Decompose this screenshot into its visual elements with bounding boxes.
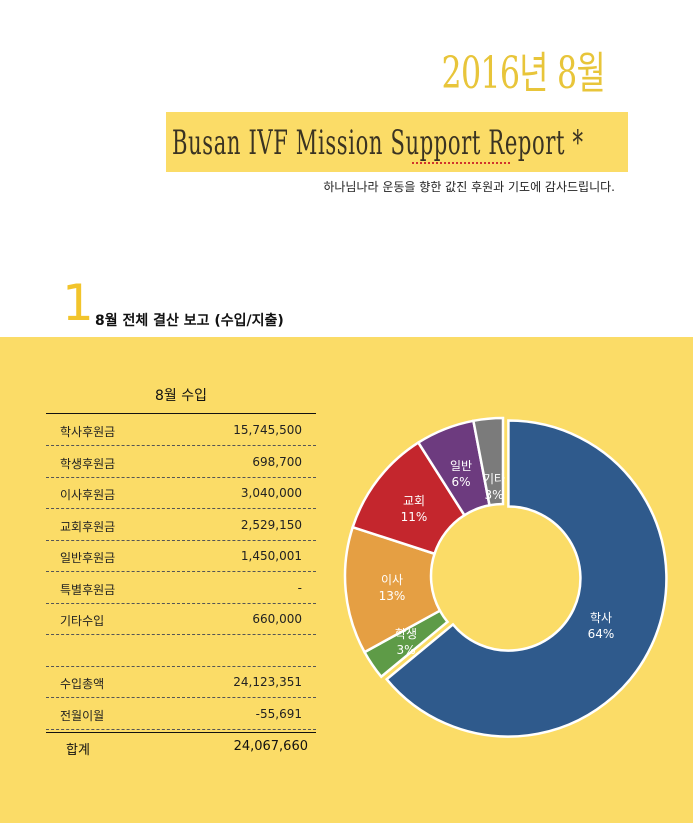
row-value: 24,123,351 (233, 675, 302, 689)
table-row: 기타수입 660,000 (46, 603, 316, 635)
total-rule (46, 732, 316, 733)
slice-name-label: 학사 (590, 611, 612, 625)
table-row (46, 635, 316, 667)
total-row: 합계 24,067,660 (46, 736, 316, 760)
row-value: 660,000 (252, 612, 302, 626)
spellcheck-underline (412, 162, 510, 164)
section-number: 1 (62, 274, 94, 332)
section-title: 8월 전체 결산 보고 (수입/지출) (95, 313, 284, 329)
slice-percent-label: 3% (484, 488, 503, 502)
slice-percent-label: 13% (379, 589, 406, 603)
report-date: 2016년 8월 (441, 48, 606, 99)
row-value: 698,700 (252, 454, 302, 469)
row-label: 학사후원금 (60, 425, 116, 439)
slice-name-label: 기타 (483, 472, 505, 486)
table-row: 학사후원금 15,745,500 (46, 414, 316, 446)
income-table-caption: 8월 수입 (155, 388, 207, 404)
row-label: 학생후원금 (60, 456, 116, 471)
row-value: 2,529,150 (240, 517, 302, 532)
row-label: 일반후원금 (60, 551, 116, 565)
table-row: 이사후원금 3,040,000 (46, 477, 316, 509)
row-value: - (297, 580, 302, 595)
row-label: 기타수입 (60, 614, 105, 628)
row-label: 이사후원금 (60, 488, 116, 502)
total-value: 24,067,660 (233, 739, 308, 754)
table-row: 수입총액 24,123,351 (46, 666, 316, 698)
table-top-rule (46, 413, 316, 414)
slice-percent-label: 64% (588, 627, 615, 641)
table-row: 전월이월 -55,691 (46, 698, 316, 730)
table-row: 교회후원금 2,529,150 (46, 509, 316, 541)
donut-slice-1 (384, 419, 668, 738)
report-subtitle: 하나님나라 운동을 향한 값진 후원과 기도에 감사드립니다. (323, 180, 615, 194)
slice-percent-label: 3% (396, 643, 415, 657)
row-label: 수입총액 (60, 677, 105, 691)
row-value: 15,745,500 (233, 423, 302, 437)
slice-percent-label: 6% (451, 475, 470, 489)
title-band (166, 112, 628, 172)
table-row: 일반후원금 1,450,001 (46, 540, 316, 572)
total-label: 합계 (66, 743, 90, 758)
slice-percent-label: 11% (401, 510, 428, 524)
row-value: 3,040,000 (240, 486, 302, 500)
slice-name-label: 일반 (450, 459, 472, 473)
row-value: -55,691 (255, 706, 302, 721)
row-label: 교회후원금 (60, 519, 116, 534)
row-label: 전월이월 (60, 708, 105, 723)
table-row: 특별후원금 - (46, 572, 316, 604)
row-label: 특별후원금 (60, 582, 116, 597)
slice-name-label: 학생 (395, 627, 417, 641)
row-value: 1,450,001 (240, 549, 302, 563)
slice-name-label: 교회 (403, 494, 425, 508)
table-row: 학생후원금 698,700 (46, 446, 316, 478)
donut-slice-6 (471, 416, 505, 507)
slice-name-label: 이사 (381, 573, 403, 587)
